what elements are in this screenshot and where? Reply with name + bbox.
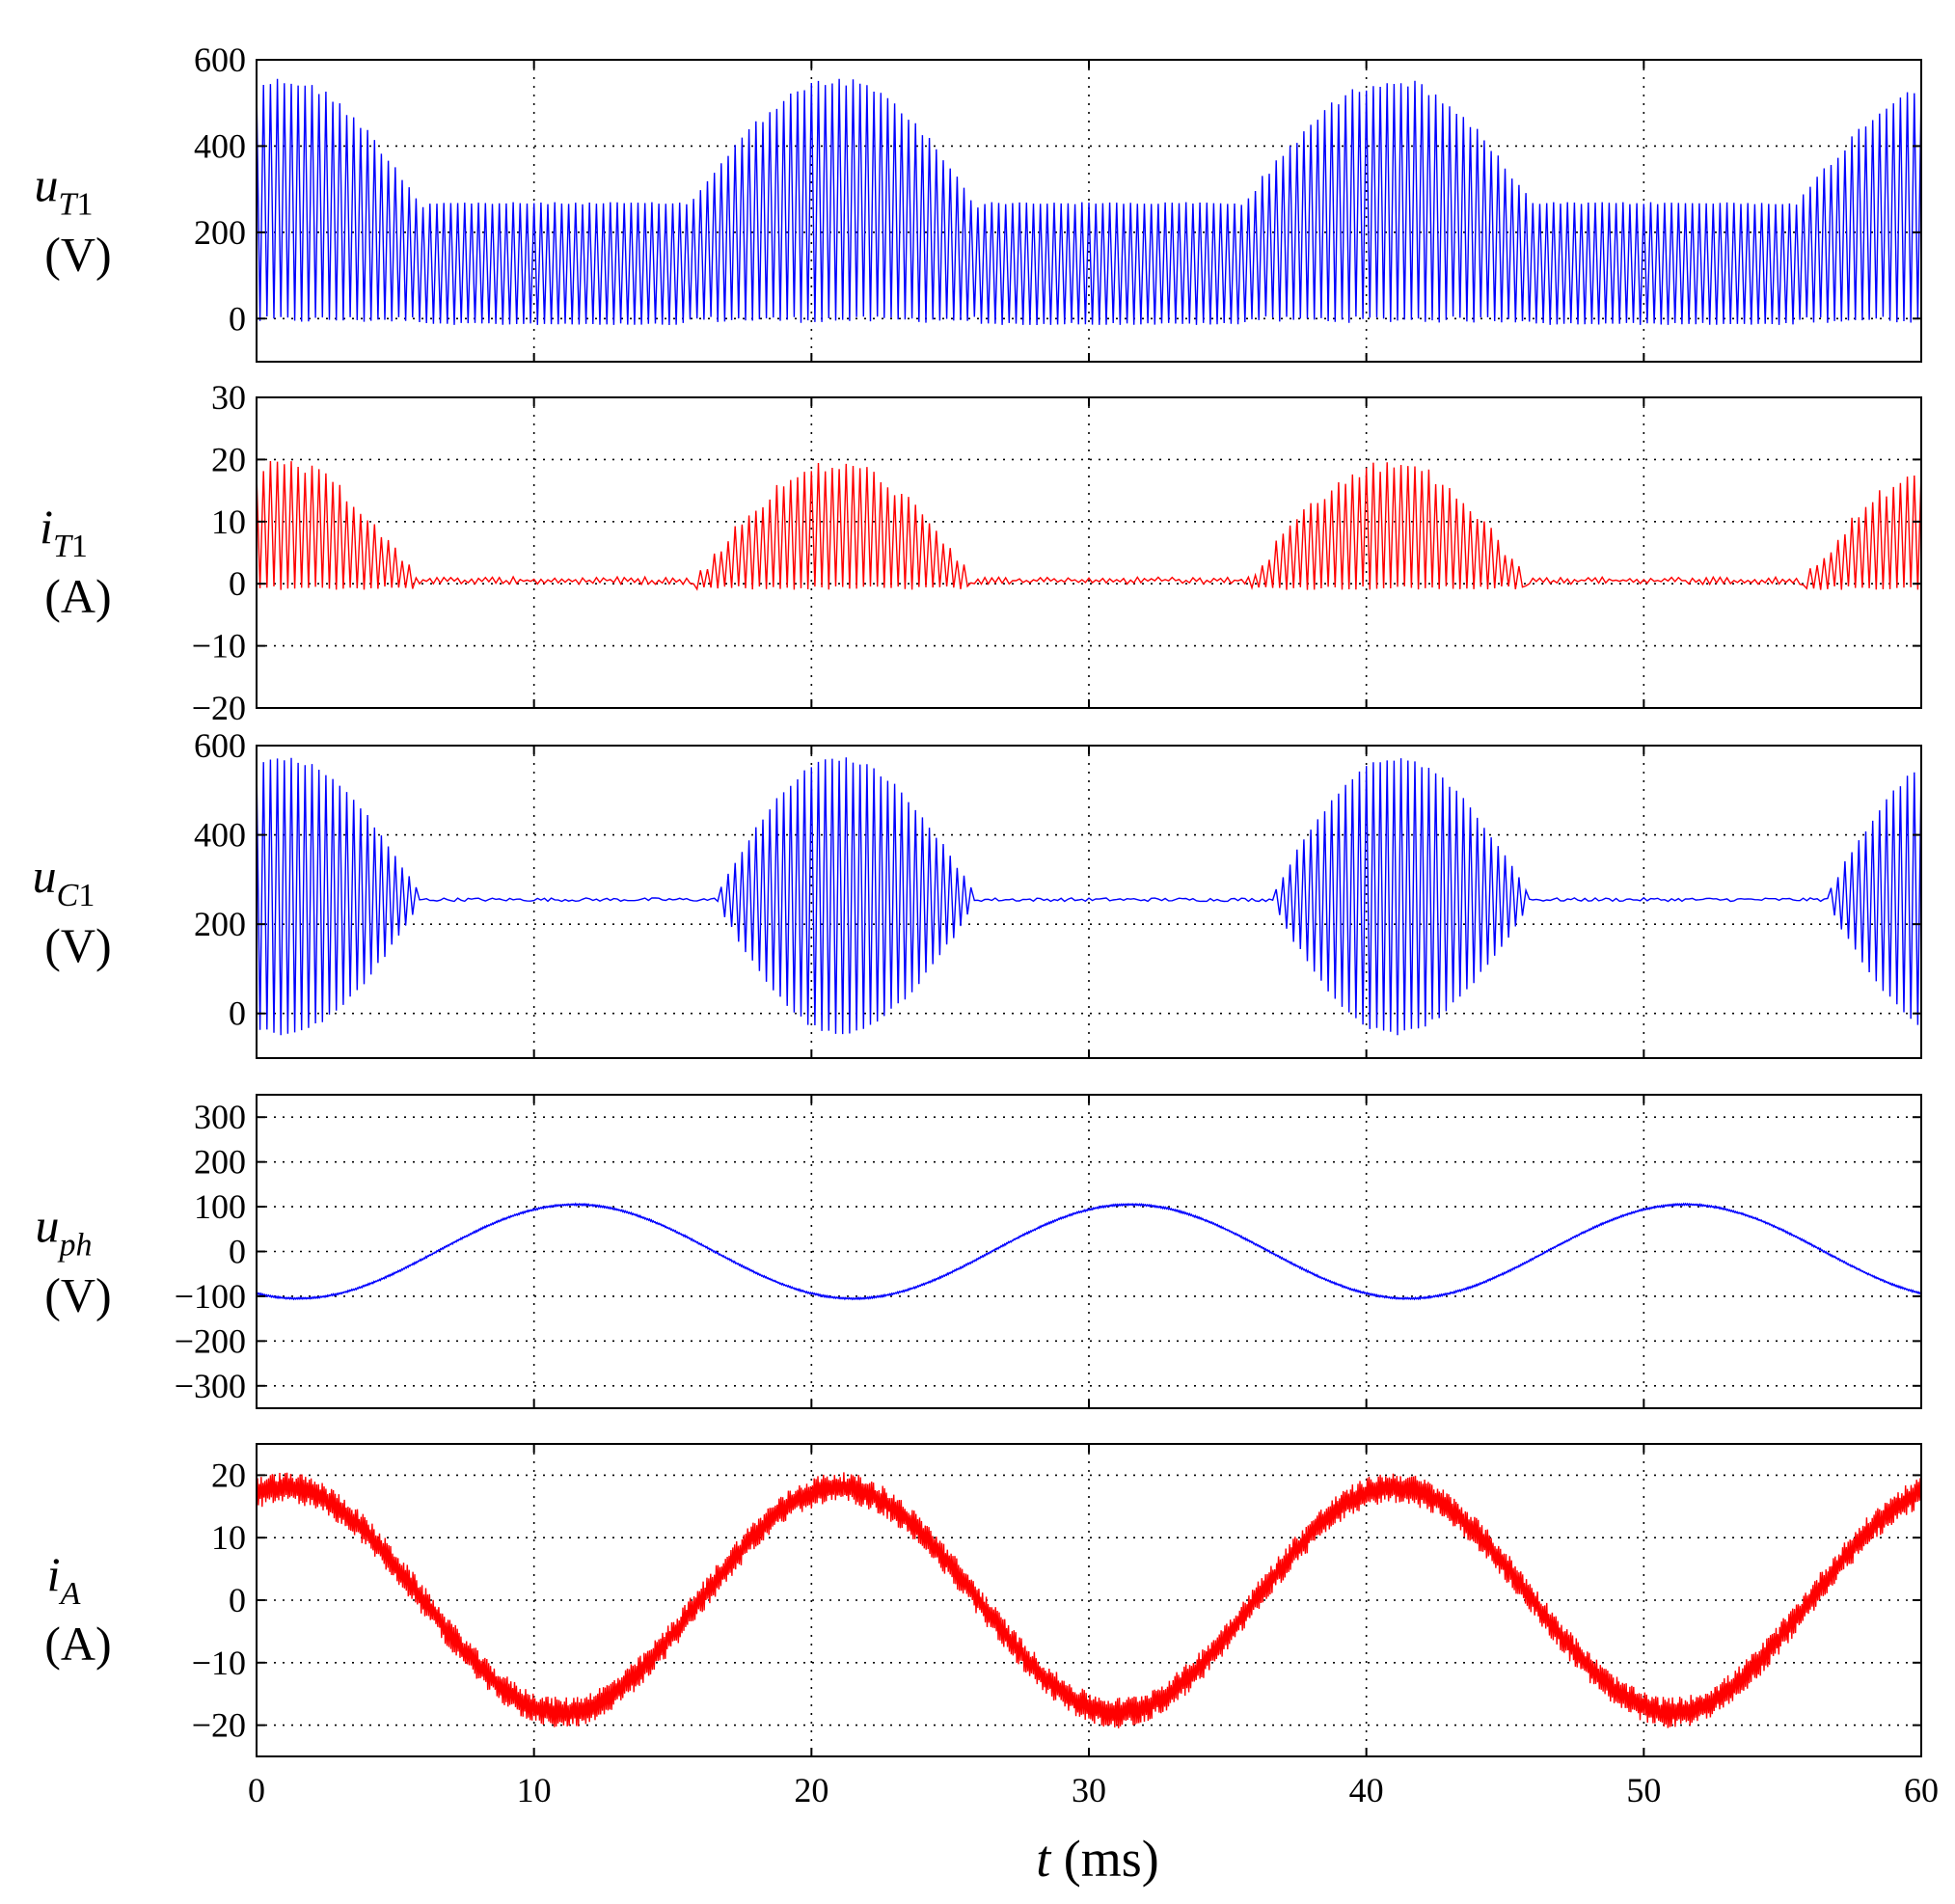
series-uph	[257, 1202, 1921, 1301]
y-tick-label: −10	[192, 627, 246, 666]
y-label-symbol: u	[35, 158, 59, 212]
series-iA	[257, 1472, 1921, 1728]
y-label-uph: uph	[36, 1199, 93, 1264]
y-label-unit-uC1: (V)	[44, 918, 111, 972]
y-tick-label: 200	[194, 1143, 246, 1182]
y-tick-label: −100	[175, 1277, 246, 1316]
y-tick-label: −300	[175, 1367, 246, 1405]
y-label-symbol: i	[47, 1547, 61, 1601]
plot-frame-iT1	[256, 396, 1922, 709]
series-uT1	[257, 78, 1921, 326]
y-label-subscript-num: 1	[76, 187, 93, 223]
y-label-unit-uT1: (V)	[44, 228, 111, 282]
y-label-subscript-num: 1	[71, 529, 88, 564]
grid-iT1	[257, 397, 1921, 708]
y-tick-label: −10	[192, 1644, 246, 1682]
x-tick-label: 40	[1349, 1771, 1384, 1809]
y-tick-label: 400	[194, 816, 246, 855]
y-label-unit-iA: (A)	[44, 1617, 111, 1671]
y-tick-label: 400	[194, 126, 246, 165]
y-label-iA: iA	[47, 1547, 81, 1612]
y-tick-label: 0	[229, 564, 246, 603]
y-label-symbol: u	[33, 849, 57, 903]
y-tick-label: 200	[194, 213, 246, 252]
x-tick-label: 30	[1072, 1771, 1106, 1809]
x-tick-label: 0	[248, 1771, 265, 1809]
x-tick-label: 20	[794, 1771, 828, 1809]
y-label-subscript-num: 1	[78, 878, 95, 913]
y-label-subscript: A	[59, 1576, 81, 1612]
y-tick-label: 100	[194, 1187, 246, 1226]
y-label-uC1: uC1	[33, 849, 95, 913]
y-tick-label: 0	[229, 299, 246, 338]
y-label-symbol: u	[36, 1199, 60, 1253]
x-axis-label: t (ms)	[1036, 1830, 1159, 1888]
y-label-iT1: iT1	[40, 500, 88, 564]
x-axis-label-var: t	[1036, 1830, 1052, 1888]
series-uC1	[257, 757, 1921, 1036]
y-tick-label: 20	[211, 440, 246, 478]
y-label-subscript: T	[59, 187, 79, 223]
x-axis: 0 10 20 30 40 50 60	[248, 1771, 1939, 1809]
y-label-uT1: uT1	[35, 158, 94, 223]
y-tick-label: −20	[192, 1706, 246, 1745]
y-tick-label: 20	[211, 1455, 246, 1494]
x-tick-label: 10	[517, 1771, 552, 1809]
x-tick-label: 50	[1626, 1771, 1661, 1809]
panel-iT1: −20 −10 0 10 20 30 iT1 (A)	[40, 378, 1922, 727]
y-tick-label: 200	[194, 905, 246, 943]
x-axis-label-unit: (ms)	[1050, 1830, 1158, 1888]
y-label-unit-iT1: (A)	[44, 569, 111, 623]
y-tick-label: 10	[211, 503, 246, 541]
y-tick-label: 0	[229, 1581, 246, 1619]
y-tick-label: −20	[192, 689, 246, 727]
grid-uph	[257, 1095, 1921, 1408]
series-iT1	[257, 460, 1921, 591]
panels: 0200400600uT1(V)−20−100102030iT1(A)02004…	[33, 41, 1922, 1757]
y-tick-label: 600	[194, 41, 246, 79]
y-tick-label: 10	[211, 1518, 246, 1557]
y-tick-label: 300	[194, 1098, 246, 1136]
y-tick-label: 600	[194, 726, 246, 765]
y-label-subscript: ph	[58, 1228, 93, 1264]
y-tick-label: 30	[211, 378, 246, 417]
y-tick-label: 0	[229, 994, 246, 1033]
y-label-symbol: i	[40, 500, 53, 554]
x-tick-label: 60	[1904, 1771, 1939, 1809]
grid-uC1	[257, 746, 1921, 1058]
y-tick-label: 0	[229, 1233, 246, 1271]
y-label-subscript: T	[53, 529, 73, 564]
y-tick-label: −200	[175, 1321, 246, 1360]
y-label-subscript: C	[57, 878, 79, 913]
y-label-unit-uph: (V)	[44, 1268, 111, 1322]
